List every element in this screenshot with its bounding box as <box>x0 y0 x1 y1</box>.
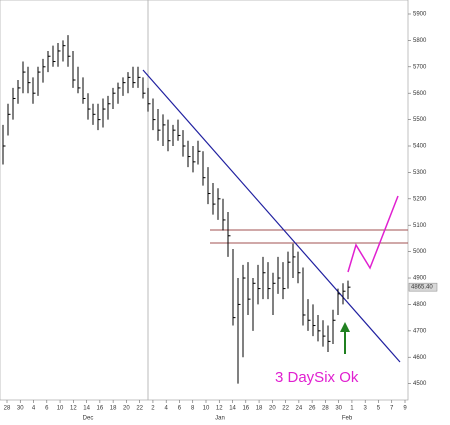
x-tick-label: 10 <box>57 406 64 412</box>
x-tick-label: 9 <box>403 406 407 412</box>
last-price-label: 4865.40 <box>411 285 433 291</box>
y-tick-label: 5400 <box>413 144 427 150</box>
x-tick-label: 7 <box>390 406 394 412</box>
x-tick-label: 12 <box>216 406 223 412</box>
x-tick-label: 4 <box>32 406 36 412</box>
x-tick-label: 24 <box>296 406 303 412</box>
y-tick-label: 4700 <box>413 328 427 334</box>
x-tick-label: 2 <box>151 406 155 412</box>
month-label: Feb <box>342 416 353 422</box>
x-tick-label: 22 <box>136 406 143 412</box>
y-tick-label: 4800 <box>413 302 427 308</box>
x-tick-label: 28 <box>322 406 329 412</box>
y-tick-label: 5300 <box>413 170 427 176</box>
y-tick-label: 5600 <box>413 91 427 97</box>
x-tick-label: 30 <box>335 406 342 412</box>
y-tick-label: 5700 <box>413 64 427 70</box>
y-tick-label: 5000 <box>413 249 427 255</box>
last-price-box <box>408 282 438 292</box>
x-tick-label: 22 <box>282 406 289 412</box>
x-tick-label: 20 <box>269 406 276 412</box>
x-tick-label: 6 <box>178 406 182 412</box>
x-tick-label: 8 <box>191 406 195 412</box>
y-tick-label: 5500 <box>413 117 427 123</box>
x-tick-label: 3 <box>364 406 368 412</box>
x-tick-label: 20 <box>123 406 130 412</box>
x-tick-label: 18 <box>110 406 117 412</box>
up-arrow-head <box>340 322 350 332</box>
x-tick-label: 16 <box>97 406 104 412</box>
x-tick-label: 14 <box>229 406 236 412</box>
y-tick-label: 4900 <box>413 276 427 282</box>
x-tick-label: 6 <box>45 406 49 412</box>
y-tick-label: 4500 <box>413 381 427 387</box>
x-tick-label: 10 <box>203 406 210 412</box>
x-tick-label: 1 <box>350 406 354 412</box>
x-tick-label: 14 <box>83 406 90 412</box>
trend-line <box>142 69 401 363</box>
y-tick-label: 5200 <box>413 196 427 202</box>
annotation: 3 DaySix Ok <box>275 369 359 386</box>
month-label: Jan <box>215 416 225 422</box>
y-tick-label: 5900 <box>413 12 427 18</box>
x-tick-label: 18 <box>256 406 263 412</box>
x-tick-label: 30 <box>17 406 24 412</box>
y-tick-label: 5800 <box>413 38 427 44</box>
y-tick-label: 5100 <box>413 223 427 229</box>
y-tick-label: 4600 <box>413 355 427 361</box>
x-tick-label: 28 <box>4 406 11 412</box>
month-label: Dec <box>83 416 94 422</box>
x-tick-label: 12 <box>70 406 77 412</box>
x-tick-label: 26 <box>309 406 316 412</box>
plot-area <box>0 0 409 401</box>
x-tick-label: 4 <box>165 406 169 412</box>
projection-path <box>347 195 399 273</box>
x-tick-label: 16 <box>242 406 249 412</box>
x-tick-label: 5 <box>377 406 381 412</box>
